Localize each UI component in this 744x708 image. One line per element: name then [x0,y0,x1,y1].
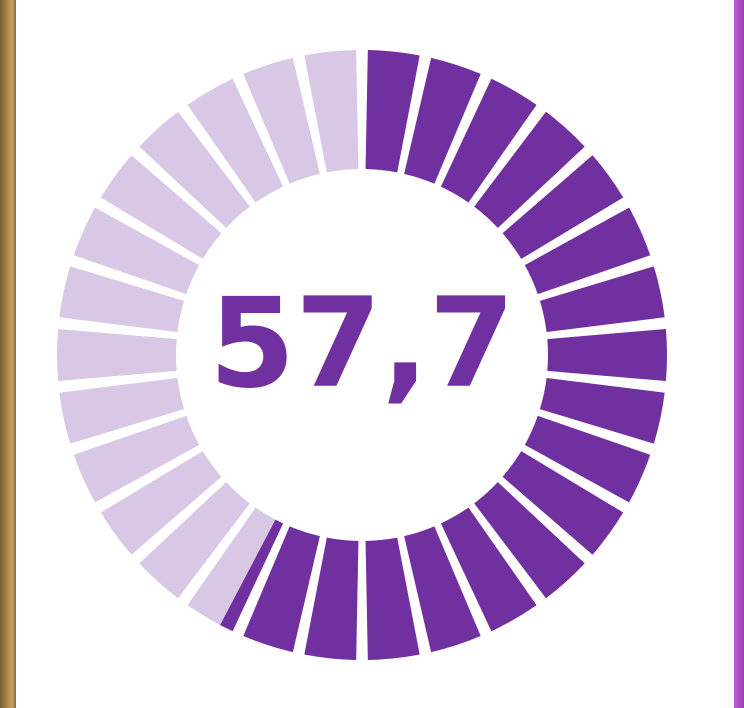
value-label: 57,7 [209,272,515,416]
chart: 57,7 [0,0,744,708]
page: {"chart_data": {"type": "gauge", "values… [0,0,744,708]
